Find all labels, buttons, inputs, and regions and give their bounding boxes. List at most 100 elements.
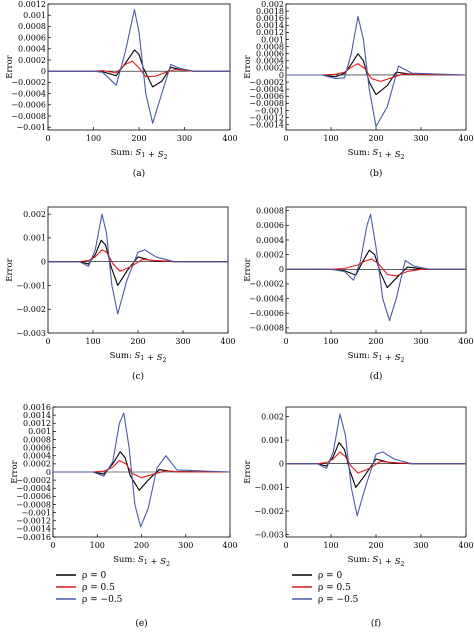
series-line-rho-0-5 [48, 60, 230, 78]
y-tick-label: 0.0006 [256, 49, 284, 58]
y-tick-label: 0.0004 [256, 57, 284, 66]
x-tick-label: 400 [220, 337, 235, 346]
panel-caption: (c) [132, 371, 144, 382]
x-axis-label: Sum: S1 + S2 [110, 351, 167, 364]
y-tick-label: −0.0014 [249, 120, 284, 129]
y-tick-label: −0.0004 [249, 294, 284, 303]
y-tick-label: 0.0014 [23, 411, 51, 420]
series-line-rho-minus-0-5 [286, 213, 466, 322]
x-tick-label: 100 [90, 541, 105, 550]
y-tick-label: −0.0012 [16, 517, 51, 526]
y-tick-label: −0.001 [21, 508, 51, 517]
x-tick-label: 400 [222, 134, 237, 143]
y-axis-label: Error [243, 459, 253, 483]
chart-panel-e: 0 100 200 300 400 −0.0016−0.0014−0.0012−0.001… [10, 403, 238, 629]
x-tick-label: 300 [413, 541, 428, 550]
y-tick-label: −0.003 [254, 530, 284, 539]
series-line-rho-minus-0-5 [48, 213, 228, 315]
y-tick-label: 0.0006 [256, 221, 284, 230]
plot-frame [285, 206, 467, 334]
y-tick-label: −0.0014 [16, 525, 51, 534]
x-tick-label: 0 [50, 541, 55, 550]
y-tick-label: 0.0008 [256, 206, 284, 215]
y-tick-label: −0.001 [16, 123, 46, 132]
y-axis-label: Error [243, 54, 253, 78]
y-tick-label: 0.001 [23, 11, 46, 20]
panel-caption: (f) [371, 618, 381, 629]
y-tick-label: 0.0002 [18, 56, 46, 65]
x-tick-label: 400 [458, 541, 473, 550]
x-tick-label: 200 [130, 337, 145, 346]
y-tick-label: 0 [41, 257, 46, 266]
x-tick-label: 200 [131, 134, 146, 143]
y-tick-label: 0 [279, 460, 284, 469]
x-tick-label: 0 [45, 337, 50, 346]
y-tick-label: 0.001 [261, 436, 284, 445]
x-tick-label: 400 [222, 541, 237, 550]
y-tick-label: −0.0008 [249, 324, 284, 333]
x-tick-label: 0 [283, 134, 288, 143]
x-tick-label: 100 [323, 337, 338, 346]
y-tick-label: 0.002 [261, 0, 284, 9]
series-line-rho-minus-0-5 [53, 412, 231, 528]
x-tick-label: 300 [413, 337, 428, 346]
chart-panel-c: 0 100 200 300 400 −0.003 −0.002 −0.001 0 0.001 0.0… [5, 206, 236, 382]
legend-f: ρ = 0 ρ = 0.5 ρ = −0.5 [292, 571, 359, 605]
legend-e: ρ = 0 ρ = 0.5 ρ = −0.5 [56, 571, 123, 605]
y-tick-label: 0.0012 [23, 419, 51, 428]
y-tick-label: −0.0004 [11, 89, 46, 98]
y-tick-label: −0.003 [16, 329, 46, 338]
y-tick-label: 0 [279, 265, 284, 274]
x-tick-label: 400 [458, 337, 473, 346]
x-tick-label: 300 [177, 134, 192, 143]
y-tick-label: 0 [279, 71, 284, 80]
x-tick-label: 100 [323, 134, 338, 143]
y-tick-label: −0.0002 [249, 280, 284, 289]
x-tick-label: 0 [283, 337, 288, 346]
legend-label: ρ = 0.5 [318, 583, 351, 593]
legend-label: ρ = 0 [318, 571, 343, 581]
y-tick-label: 0.0008 [23, 435, 51, 444]
plot-frame [47, 3, 231, 131]
y-axis-label: Error [5, 54, 15, 78]
panel-caption: (e) [135, 618, 147, 629]
x-tick-label: 100 [85, 337, 100, 346]
y-tick-label: −0.001 [16, 281, 46, 290]
series-line-rho-0 [286, 441, 466, 488]
x-tick-label: 200 [368, 337, 383, 346]
series-line-rho-0-5 [286, 258, 466, 277]
y-tick-label: 0.0002 [23, 460, 51, 469]
panel-caption: (a) [133, 168, 145, 179]
chart-panel-b: 0 100 200 300 400 −0.0014−0.0012−0.001−0.0008… [243, 0, 474, 179]
series-line-rho-0 [48, 49, 230, 88]
y-tick-label: 0 [41, 67, 46, 76]
x-tick-label: 100 [323, 541, 338, 550]
y-axis-label: Error [10, 459, 20, 483]
y-tick-label: −0.0002 [249, 78, 284, 87]
y-tick-label: 0.0004 [256, 236, 284, 245]
y-tick-label: 0.0008 [256, 42, 284, 51]
y-tick-label: 0.0016 [23, 403, 51, 412]
chart-panel-a: 0 100 200 300 400 −0.001 −0.0008 −0.0006 −0.0004… [5, 0, 238, 179]
y-tick-label: 0.0004 [23, 452, 51, 461]
y-tick-label: −0.0012 [249, 113, 284, 122]
y-tick-label: 0.0016 [256, 14, 284, 23]
x-tick-label: 300 [175, 337, 190, 346]
y-tick-label: −0.0016 [16, 533, 51, 542]
x-axis-label: Sum: S1 + S2 [113, 555, 170, 568]
y-tick-label: −0.0004 [16, 484, 51, 493]
y-tick-label: 0.0006 [23, 443, 51, 452]
y-axis-label: Error [5, 257, 15, 281]
legend-label: ρ = 0 [82, 571, 107, 581]
y-tick-label: −0.001 [254, 106, 284, 115]
x-tick-label: 100 [86, 134, 101, 143]
y-tick-label: 0.0002 [256, 250, 284, 259]
x-tick-label: 400 [458, 134, 473, 143]
x-tick-label: 200 [368, 541, 383, 550]
series-line-rho-0 [286, 53, 467, 96]
series-line-rho-0-5 [286, 451, 466, 474]
x-axis-label: Sum: S1 + S2 [348, 148, 405, 161]
y-tick-label: 0.0004 [18, 45, 46, 54]
